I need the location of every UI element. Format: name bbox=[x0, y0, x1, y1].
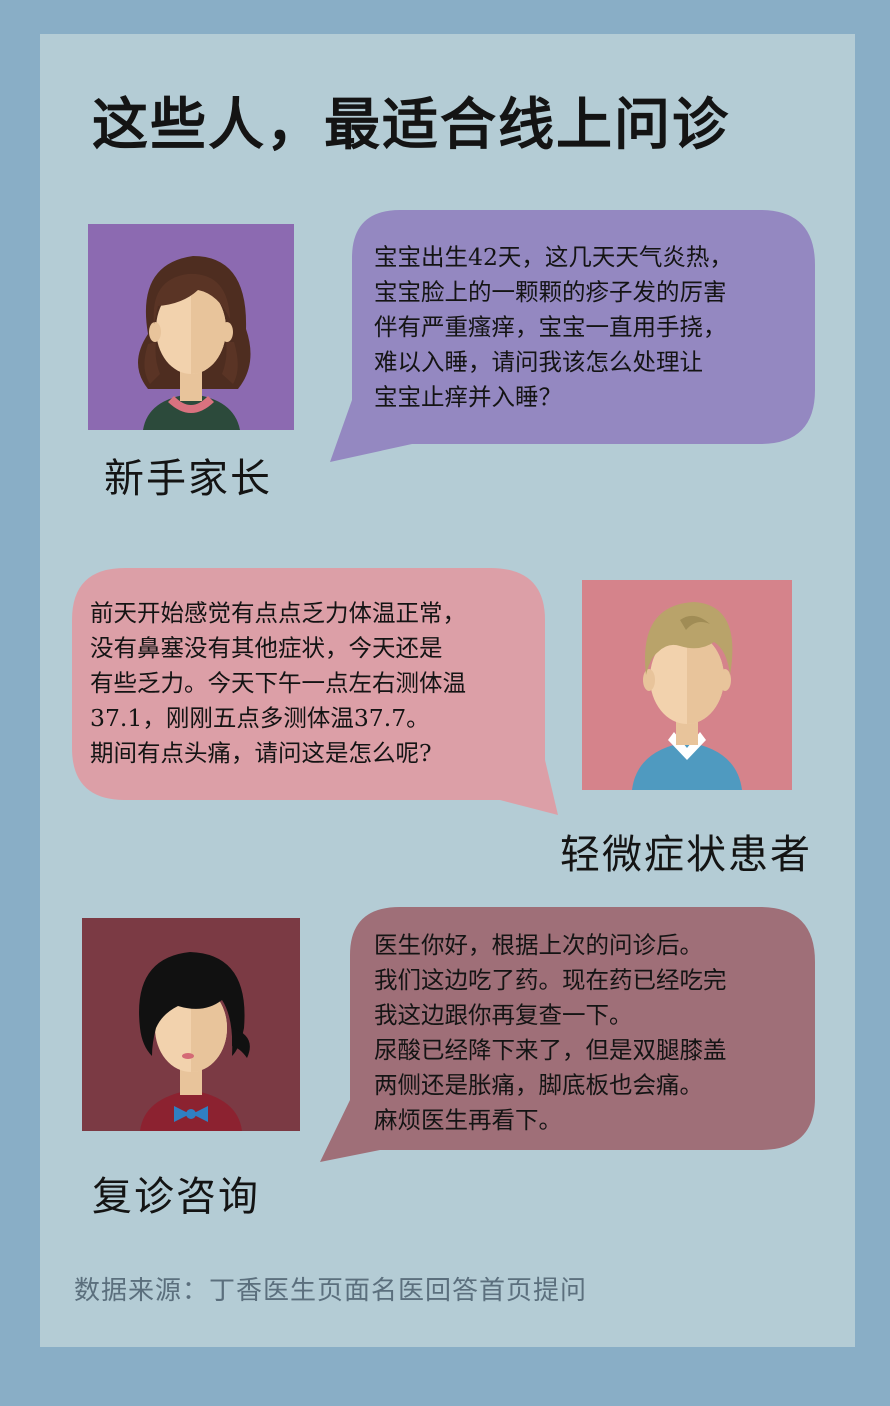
avatar-mild-symptom-patient bbox=[582, 580, 792, 790]
bubble-line: 两侧还是胀痛，脚底板也会痛。 bbox=[374, 1071, 703, 1099]
label-mild-symptom-patient: 轻微症状患者 bbox=[560, 832, 812, 878]
bubble-text-mild-symptom-patient: 前天开始感觉有点点乏力体温正常， 没有鼻塞没有其他症状，今天还是 有些乏力。今天… bbox=[90, 596, 466, 771]
bubble-line: 宝宝出生42天，这几天天气炎热， bbox=[374, 243, 733, 271]
bubble-line: 宝宝止痒并入睡？ bbox=[374, 383, 562, 411]
bubble-text-new-parent: 宝宝出生42天，这几天天气炎热， 宝宝脸上的一颗颗的疹子发的厉害 伴有严重瘙痒，… bbox=[374, 240, 733, 415]
speech-bubble-2 bbox=[72, 568, 558, 815]
bubble-line: 难以入睡，请问我该怎么处理让 bbox=[374, 348, 703, 376]
bubble-line: 我这边跟你再复查一下。 bbox=[374, 1001, 633, 1029]
label-follow-up: 复诊咨询 bbox=[92, 1174, 260, 1220]
label-new-parent: 新手家长 bbox=[104, 456, 272, 502]
bubble-line: 伴有严重瘙痒，宝宝一直用手挠， bbox=[374, 313, 727, 341]
bubble-line: 尿酸已经降下来了，但是双腿膝盖 bbox=[374, 1036, 727, 1064]
bubble-line: 37.1，刚刚五点多测体温37.7。 bbox=[90, 704, 430, 732]
speech-bubble-1 bbox=[330, 210, 815, 462]
bubble-line: 医生你好，根据上次的问诊后。 bbox=[374, 931, 703, 959]
bubble-line: 麻烦医生再看下。 bbox=[374, 1106, 562, 1134]
bubble-line: 期间有点头痛，请问这是怎么呢? bbox=[90, 739, 432, 767]
data-source-note: 数据来源：丁香医生页面名医回答首页提问 bbox=[74, 1276, 588, 1306]
avatar-new-parent bbox=[88, 224, 294, 430]
avatar-follow-up bbox=[82, 918, 300, 1131]
bubble-line: 前天开始感觉有点点乏力体温正常， bbox=[90, 599, 466, 627]
bubble-line: 有些乏力。今天下午一点左右测体温 bbox=[90, 669, 466, 697]
bubble-line: 宝宝脸上的一颗颗的疹子发的厉害 bbox=[374, 278, 727, 306]
bubble-line: 没有鼻塞没有其他症状，今天还是 bbox=[90, 634, 443, 662]
bubble-line: 我们这边吃了药。现在药已经吃完 bbox=[374, 966, 727, 994]
page-title: 这些人，最适合线上问诊 bbox=[92, 92, 730, 158]
bubble-text-follow-up: 医生你好，根据上次的问诊后。 我们这边吃了药。现在药已经吃完 我这边跟你再复查一… bbox=[374, 928, 727, 1138]
speech-bubble-3 bbox=[320, 907, 815, 1162]
